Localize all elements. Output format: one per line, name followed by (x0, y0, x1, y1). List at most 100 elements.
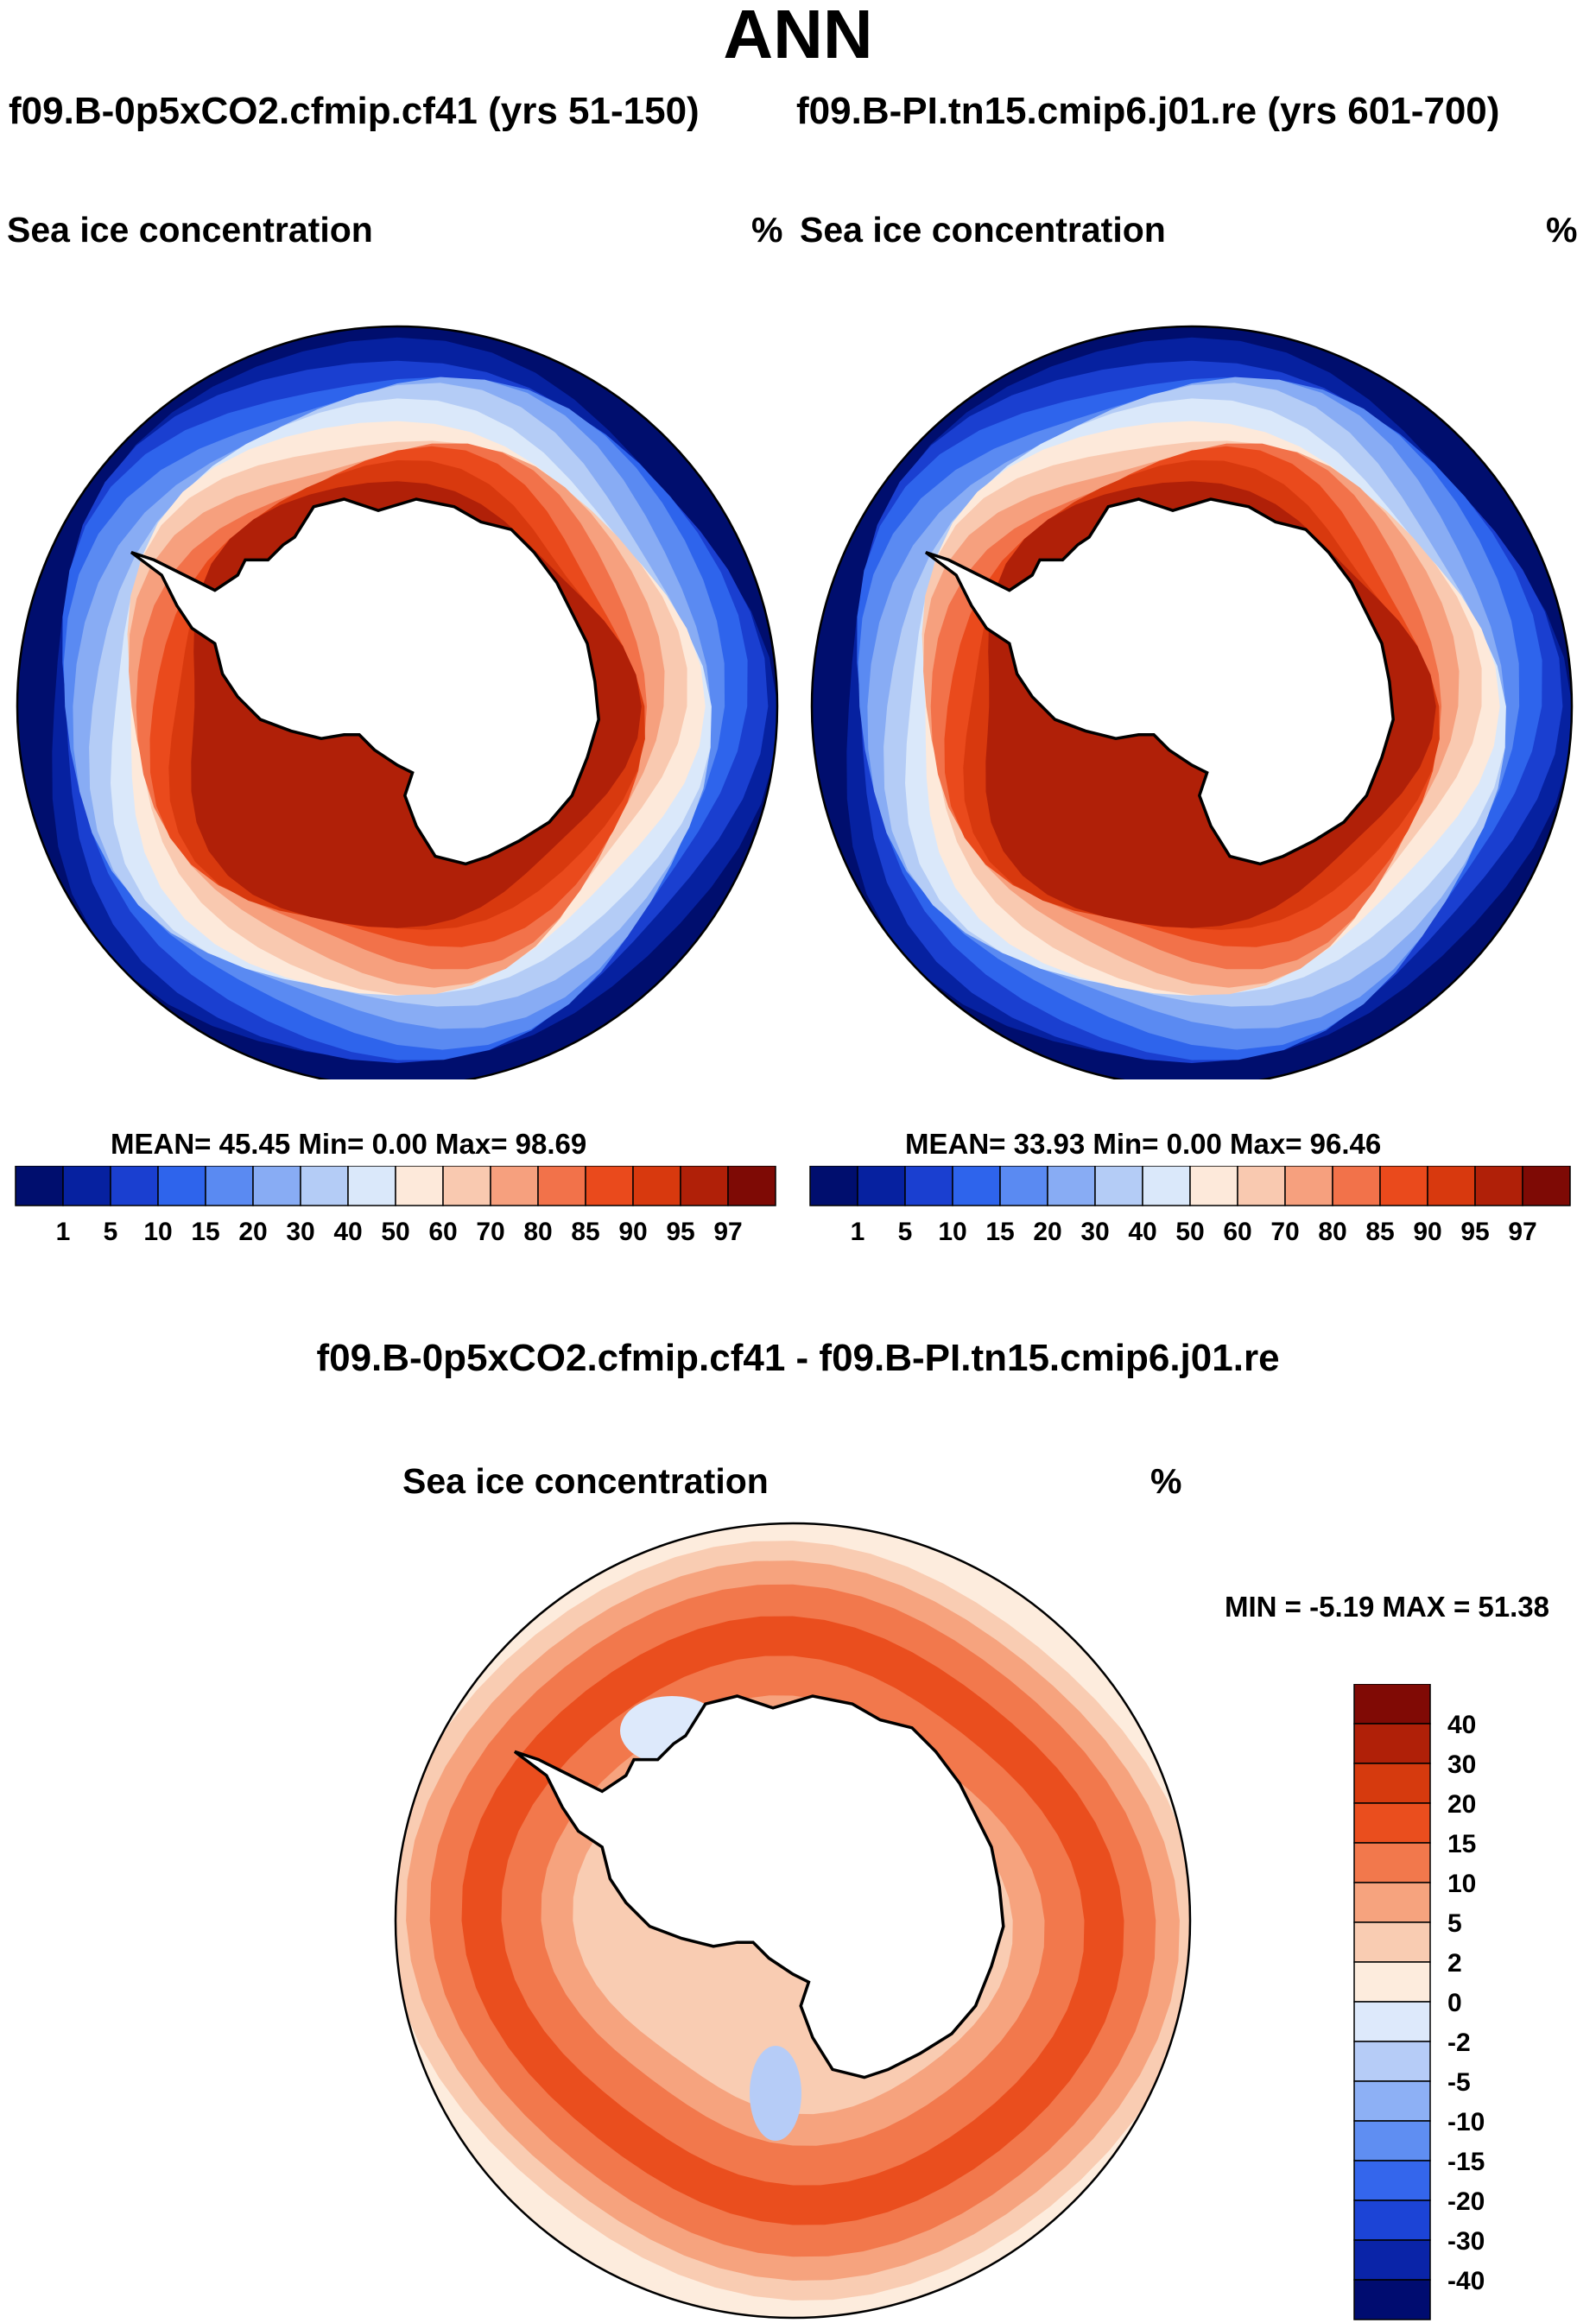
colorbar-swatch (15, 1166, 64, 1206)
colorbar-swatch (1474, 1166, 1523, 1206)
colorbar-swatch (205, 1166, 254, 1206)
colorbar-swatch (1353, 1961, 1431, 2003)
colorbar-tick-label: 15 (191, 1218, 219, 1246)
colorbar-swatch (585, 1166, 634, 1206)
colorbar-tick-label: 20 (238, 1218, 267, 1246)
map-boundary (16, 325, 779, 1079)
colorbar-swatch (904, 1166, 953, 1206)
colorbar-swatch (1189, 1166, 1238, 1206)
colorbar-swatch (537, 1166, 586, 1206)
antarctica-coastline (924, 497, 1395, 866)
colorbar-swatch (1353, 1723, 1431, 1764)
colorbar-swatch (1284, 1166, 1333, 1206)
colorbar-swatch (1427, 1166, 1476, 1206)
colorbar-tick-label: 30 (286, 1218, 314, 1246)
panel1-units: % (751, 210, 783, 250)
colorbar-swatch (809, 1166, 858, 1206)
colorbar-swatch (727, 1166, 776, 1206)
colorbar-swatch (1353, 2239, 1431, 2281)
colorbar-swatch (1094, 1166, 1143, 1206)
colorbar-tick-label: 90 (618, 1218, 647, 1246)
map-boundary (810, 325, 1574, 1079)
antarctica-coastline (513, 1694, 1005, 2079)
colorbar-tick-label: 70 (1270, 1218, 1299, 1246)
colorbar-case1: 1 5 10 15 20 30 40 50 60 70 80 85 90 95 97 (15, 1166, 776, 1246)
colorbar-tick-label: 95 (666, 1218, 694, 1246)
figure-title: ANN (723, 0, 873, 73)
colorbar-swatch (1353, 1684, 1431, 1725)
colorbar-tick-label: 40 (333, 1218, 362, 1246)
case1-label: f09.B-0p5xCO2.cfmip.cf41 (yrs 51-150) (9, 90, 700, 132)
colorbar-tick-label: -10 (1447, 2108, 1485, 2136)
colorbar-tick-label: 0 (1447, 1989, 1462, 2017)
colorbar-swatch (1353, 2120, 1431, 2162)
colorbar-swatch (1353, 1842, 1431, 1883)
colorbar-tick-label: 90 (1413, 1218, 1441, 1246)
colorbar-tick-label: 20 (1447, 1790, 1476, 1819)
colorbar-swatch (1353, 2080, 1431, 2122)
colorbar-swatch (680, 1166, 729, 1206)
colorbar-tick-label: 10 (938, 1218, 966, 1246)
colorbar-tick-label: 80 (523, 1218, 552, 1246)
colorbar-swatch (1379, 1166, 1428, 1206)
colorbar-swatch (1353, 1802, 1431, 1844)
panel1-title: Sea ice concentration (7, 210, 373, 250)
panel2-units: % (1546, 210, 1578, 250)
colorbar-swatch (300, 1166, 349, 1206)
colorbar-case2: 1 5 10 15 20 30 40 50 60 70 80 85 90 95 97 (809, 1166, 1571, 1246)
colorbar-swatch (1237, 1166, 1286, 1206)
colorbar-swatch (1353, 2001, 1431, 2042)
colorbar-tick-label: 30 (1080, 1218, 1109, 1246)
difference-title: f09.B-0p5xCO2.cfmip.cf41 - f09.B-PI.tn15… (316, 1337, 1280, 1379)
colorbar-tick-label: 10 (1447, 1870, 1476, 1898)
colorbar-tick-label: 60 (1223, 1218, 1251, 1246)
colorbar-swatch (952, 1166, 1001, 1206)
colorbar-tick-label: -15 (1447, 2148, 1485, 2176)
colorbar-swatch (442, 1166, 491, 1206)
colorbar-tick-label: 40 (1128, 1218, 1156, 1246)
colorbar-swatch (999, 1166, 1048, 1206)
colorbar-swatch (347, 1166, 396, 1206)
colorbar-tick-label: 15 (985, 1218, 1014, 1246)
colorbar-tick-label: -40 (1447, 2267, 1485, 2295)
colorbar-tick-label: 97 (1508, 1218, 1536, 1246)
negative-anomaly-patch (750, 2046, 801, 2141)
sea-ice-map-case2 (810, 325, 1574, 1079)
colorbar-tick-label: 85 (1365, 1218, 1394, 1246)
colorbar-swatch (857, 1166, 906, 1206)
colorbar-swatch (110, 1166, 159, 1206)
colorbar-swatch (632, 1166, 681, 1206)
colorbar-tick-label: 1 (851, 1218, 865, 1246)
colorbar-swatch (252, 1166, 301, 1206)
panel3-units: % (1150, 1461, 1182, 1501)
antarctica-coastline (130, 497, 600, 866)
colorbar-tick-label: 1 (56, 1218, 71, 1246)
colorbar-tick-label: -2 (1447, 2029, 1471, 2057)
colorbar-swatch (1353, 2279, 1431, 2320)
colorbar-tick-label: 2 (1447, 1949, 1462, 1978)
sea-ice-map-difference (394, 1522, 1192, 2320)
colorbar-tick-label: 40 (1447, 1711, 1476, 1739)
colorbar-swatch (62, 1166, 111, 1206)
colorbar-swatch (157, 1166, 206, 1206)
colorbar-swatch (1353, 2041, 1431, 2082)
colorbar-tick-label: 5 (104, 1218, 118, 1246)
colorbar-swatch (395, 1166, 444, 1206)
colorbar-swatch (1353, 2160, 1431, 2201)
panel3-minmax: MIN = -5.19 MAX = 51.38 (1225, 1591, 1550, 1623)
colorbar-tick-label: 50 (1175, 1218, 1204, 1246)
colorbar-swatch (1332, 1166, 1381, 1206)
colorbar-tick-label: 30 (1447, 1750, 1476, 1779)
colorbar-tick-label: -20 (1447, 2187, 1485, 2216)
panel2-stats: MEAN= 33.93 Min= 0.00 Max= 96.46 (905, 1128, 1382, 1160)
colorbar-tick-label: 5 (1447, 1909, 1462, 1938)
colorbar-swatch (1047, 1166, 1096, 1206)
colorbar-swatch (1353, 1921, 1431, 1963)
sea-ice-map-case1 (16, 325, 779, 1079)
colorbar-tick-label: 20 (1033, 1218, 1061, 1246)
colorbar-tick-label: -30 (1447, 2227, 1485, 2256)
colorbar-swatch (490, 1166, 539, 1206)
map-boundary (394, 1522, 1192, 2320)
colorbar-tick-label: 50 (381, 1218, 409, 1246)
panel3-title: Sea ice concentration (402, 1461, 769, 1501)
